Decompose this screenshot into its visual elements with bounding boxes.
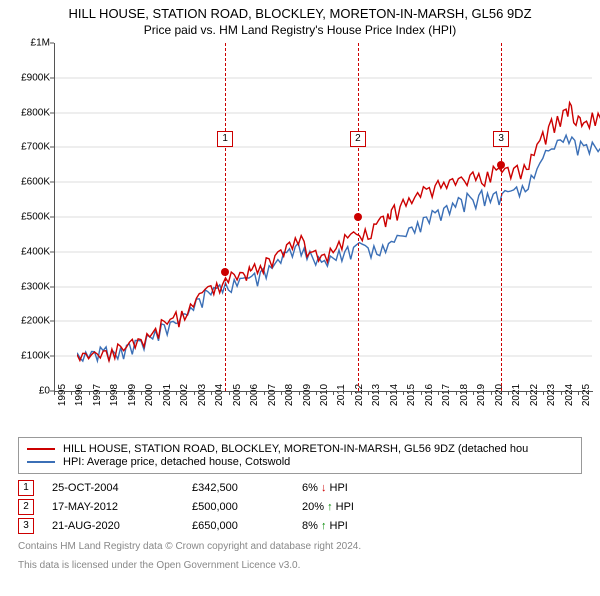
y-tick-label: £300K	[4, 281, 50, 292]
marker-box: 1	[217, 131, 233, 147]
sales-marker-box: 3	[18, 518, 34, 534]
y-tick-label: £200K	[4, 316, 50, 327]
y-tick-label: £400K	[4, 246, 50, 257]
sales-row: 2 17-MAY-2012£500,00020% ↑ HPI	[18, 499, 582, 515]
footer-line-1: Contains HM Land Registry data © Crown c…	[18, 540, 582, 553]
sales-marker-box: 1	[18, 480, 34, 496]
marker-box: 2	[350, 131, 366, 147]
sales-date: 17-MAY-2012	[52, 501, 192, 513]
y-tick-label: £800K	[4, 107, 50, 118]
sale-point	[221, 268, 229, 276]
sales-row: 1 25-OCT-2004£342,5006% ↓ HPI	[18, 480, 582, 496]
y-tick-label: £100K	[4, 351, 50, 362]
marker-line	[501, 43, 502, 391]
sales-price: £650,000	[192, 520, 302, 532]
legend-label: HPI: Average price, detached house, Cots…	[63, 456, 290, 468]
footer-line-2: This data is licensed under the Open Gov…	[18, 559, 582, 572]
legend: HILL HOUSE, STATION ROAD, BLOCKLEY, MORE…	[18, 437, 582, 474]
sale-point	[354, 213, 362, 221]
sales-row: 3 21-AUG-2020£650,0008% ↑ HPI	[18, 518, 582, 534]
legend-label: HILL HOUSE, STATION ROAD, BLOCKLEY, MORE…	[63, 443, 528, 455]
sales-delta: 6% ↓ HPI	[302, 482, 412, 494]
legend-item: HILL HOUSE, STATION ROAD, BLOCKLEY, MORE…	[27, 443, 573, 455]
page-subtitle: Price paid vs. HM Land Registry's House …	[0, 23, 600, 37]
sales-price: £500,000	[192, 501, 302, 513]
sales-delta: 8% ↑ HPI	[302, 520, 412, 532]
marker-line	[225, 43, 226, 391]
sales-table: 1 25-OCT-2004£342,5006% ↓ HPI 2 17-MAY-2012…	[18, 480, 582, 534]
y-tick-label: £0	[4, 386, 50, 397]
page-title: HILL HOUSE, STATION ROAD, BLOCKLEY, MORE…	[0, 6, 600, 21]
sales-marker-box: 2	[18, 499, 34, 515]
sales-delta: 20% ↑ HPI	[302, 501, 412, 513]
series-line	[77, 135, 600, 361]
y-tick-label: £500K	[4, 212, 50, 223]
y-tick-label: £900K	[4, 72, 50, 83]
chart-lines	[77, 43, 600, 391]
legend-swatch	[27, 461, 55, 463]
sales-date: 21-AUG-2020	[52, 520, 192, 532]
y-tick-label: £700K	[4, 142, 50, 153]
series-line	[77, 103, 600, 361]
legend-item: HPI: Average price, detached house, Cots…	[27, 456, 573, 468]
marker-box: 3	[493, 131, 509, 147]
sale-point	[497, 161, 505, 169]
chart-area: £0£100K£200K£300K£400K£500K£600K£700K£80…	[32, 43, 592, 433]
plot-region	[54, 43, 593, 392]
y-tick-label: £1M	[4, 38, 50, 49]
y-tick-label: £600K	[4, 177, 50, 188]
sales-price: £342,500	[192, 482, 302, 494]
legend-swatch	[27, 448, 55, 450]
sales-date: 25-OCT-2004	[52, 482, 192, 494]
